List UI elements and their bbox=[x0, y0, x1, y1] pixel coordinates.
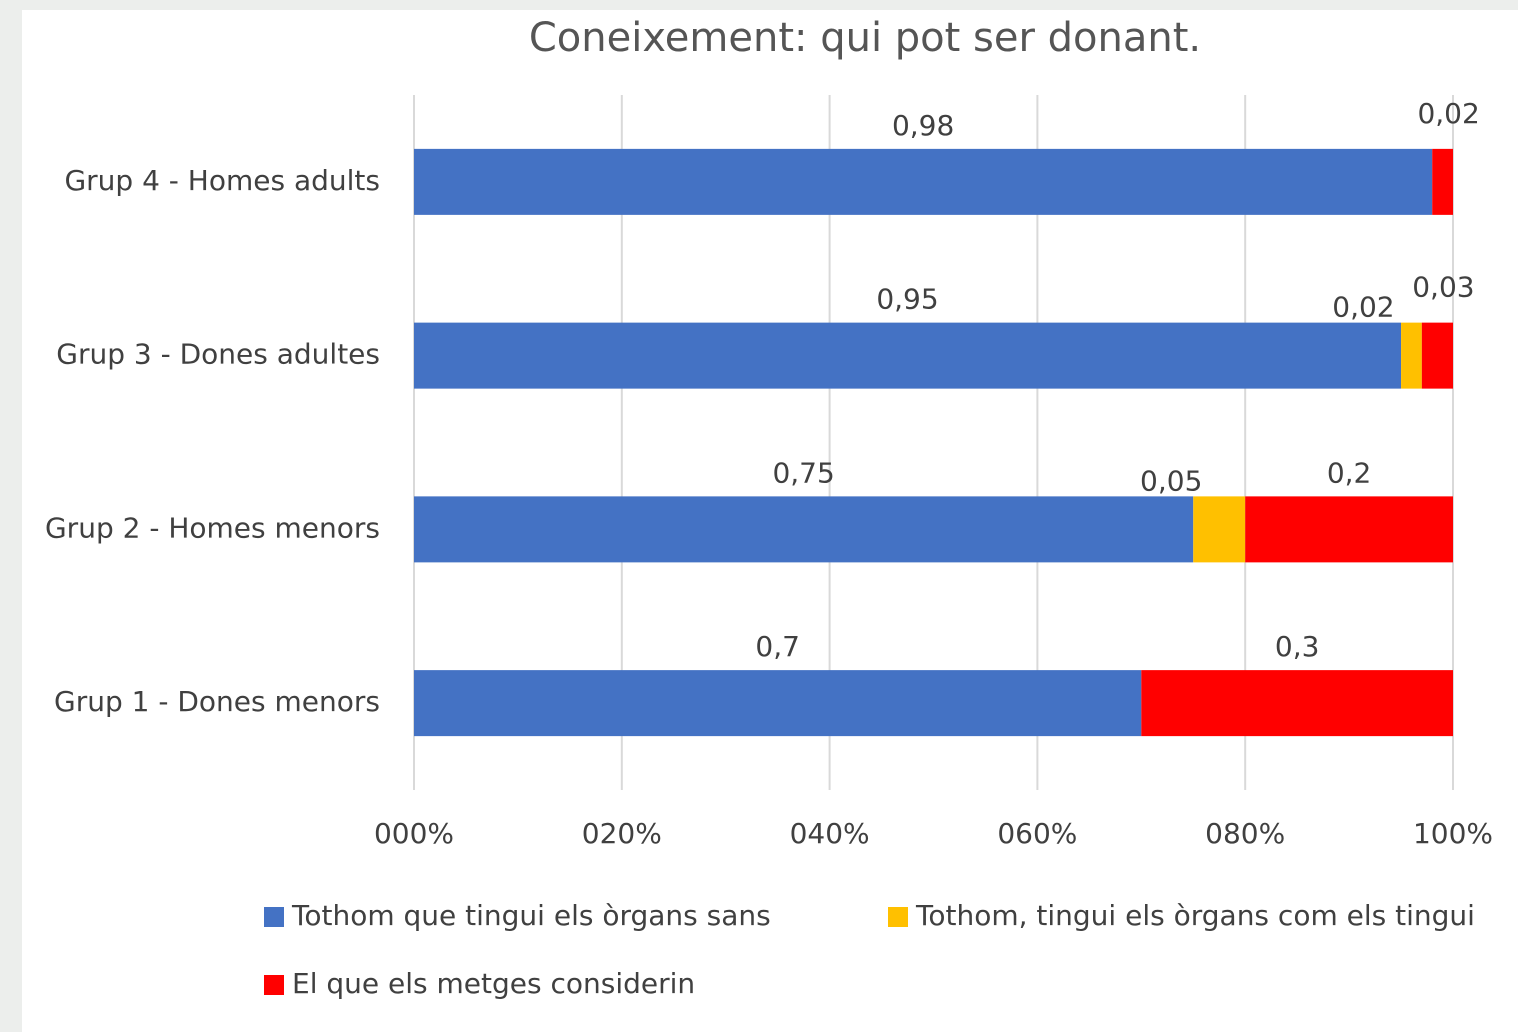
data-label: 0,02 bbox=[1417, 97, 1479, 130]
bar-segment bbox=[1193, 496, 1246, 563]
data-label: 0,2 bbox=[1327, 456, 1372, 489]
x-tick-label: 000% bbox=[374, 817, 454, 850]
data-label: 0,05 bbox=[1140, 464, 1202, 497]
x-tick-label: 080% bbox=[1205, 817, 1285, 850]
x-tick-label: 020% bbox=[582, 817, 662, 850]
bar-segment bbox=[1401, 322, 1422, 389]
data-label: 0,3 bbox=[1275, 630, 1320, 663]
data-label: 0,95 bbox=[876, 283, 938, 316]
x-tick-label: 040% bbox=[790, 817, 870, 850]
legend-label: Tothom que tingui els òrgans sans bbox=[291, 899, 771, 932]
bar-segment bbox=[1245, 496, 1453, 563]
bar-segment bbox=[414, 496, 1194, 563]
bar-segment bbox=[414, 148, 1433, 215]
data-label: 0,98 bbox=[892, 109, 954, 142]
data-label: 0,02 bbox=[1332, 291, 1394, 324]
y-tick-label: Grup 1 - Dones menors bbox=[54, 685, 380, 718]
y-tick-label: Grup 2 - Homes menors bbox=[45, 511, 380, 544]
data-label: 0,03 bbox=[1412, 271, 1474, 304]
y-tick-label: Grup 3 - Dones adultes bbox=[56, 338, 380, 371]
x-tick-label: 060% bbox=[997, 817, 1077, 850]
data-label: 0,75 bbox=[772, 456, 834, 489]
y-tick-label: Grup 4 - Homes adults bbox=[64, 164, 380, 197]
bar-segment bbox=[414, 322, 1402, 389]
legend-label: Tothom, tingui els òrgans com els tingui bbox=[915, 899, 1475, 932]
legend-label: El que els metges considerin bbox=[292, 967, 695, 1000]
x-tick-label: 100% bbox=[1413, 817, 1493, 850]
chart-title: Coneixement: qui pot ser donant. bbox=[529, 15, 1201, 61]
bar-segment bbox=[1421, 322, 1453, 389]
bar-segment bbox=[1432, 148, 1453, 215]
legend-swatch bbox=[888, 907, 908, 927]
bar-segment bbox=[1141, 670, 1453, 737]
legend-swatch bbox=[264, 907, 284, 927]
bar-segment bbox=[414, 670, 1142, 737]
legend-swatch bbox=[264, 975, 284, 995]
data-label: 0,7 bbox=[755, 630, 800, 663]
